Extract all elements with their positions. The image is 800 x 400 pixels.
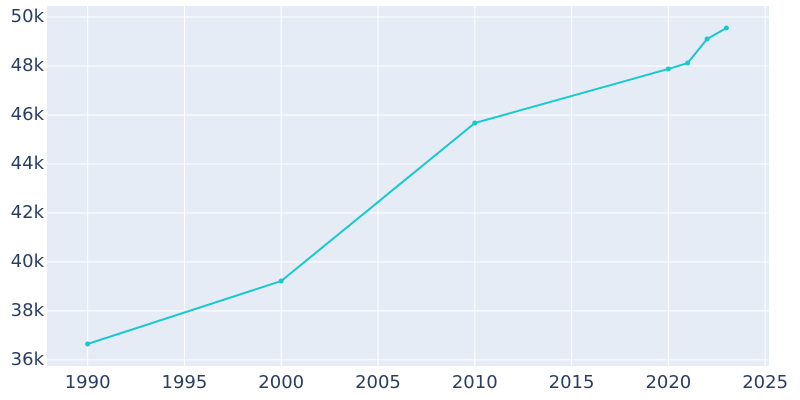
x-tick-label: 2010 bbox=[452, 372, 498, 393]
x-tick-label: 1995 bbox=[162, 372, 208, 393]
data-point bbox=[723, 25, 729, 31]
y-tick-label: 40k bbox=[11, 251, 45, 272]
y-tick-label: 36k bbox=[11, 349, 45, 370]
data-point bbox=[278, 278, 284, 284]
y-tick-label: 48k bbox=[11, 55, 45, 76]
x-tick-label: 2000 bbox=[258, 372, 304, 393]
x-tick-label: 2005 bbox=[355, 372, 401, 393]
y-tick-label: 46k bbox=[11, 104, 45, 125]
plot-area bbox=[47, 6, 769, 366]
data-point bbox=[685, 60, 691, 66]
y-tick-label: 42k bbox=[11, 202, 45, 223]
x-tick-label: 2015 bbox=[549, 372, 595, 393]
x-tick-label: 2025 bbox=[742, 372, 788, 393]
y-tick-label: 50k bbox=[11, 6, 45, 27]
y-tick-label: 44k bbox=[11, 153, 45, 174]
data-point bbox=[665, 66, 671, 72]
data-point bbox=[704, 36, 710, 42]
data-point bbox=[85, 341, 91, 347]
data-point bbox=[472, 120, 478, 126]
x-tick-label: 1990 bbox=[65, 372, 111, 393]
y-tick-label: 38k bbox=[11, 300, 45, 321]
x-tick-label: 2020 bbox=[645, 372, 691, 393]
